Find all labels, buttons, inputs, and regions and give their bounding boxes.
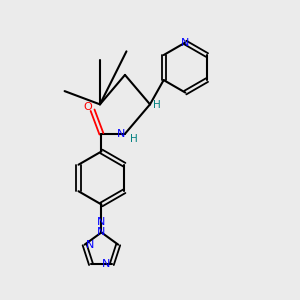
Text: H: H (153, 100, 160, 110)
Text: O: O (83, 102, 92, 112)
Text: H: H (130, 134, 138, 144)
Text: N: N (97, 227, 106, 237)
Text: N: N (102, 260, 111, 269)
Text: N: N (97, 217, 106, 227)
Text: N: N (86, 240, 94, 250)
Text: N: N (117, 129, 126, 139)
Text: N: N (181, 38, 190, 47)
